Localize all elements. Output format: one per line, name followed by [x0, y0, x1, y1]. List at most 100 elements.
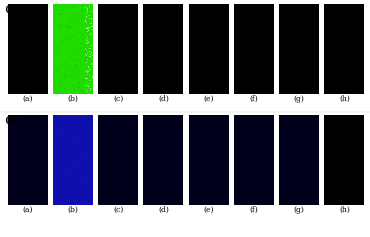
Point: [82, 200, 88, 204]
Point: [86, 58, 92, 62]
Point: [290, 191, 296, 195]
Point: [82, 88, 88, 91]
Point: [214, 133, 220, 137]
Point: [59, 80, 65, 83]
Point: [56, 76, 62, 80]
Point: [54, 22, 60, 26]
Point: [55, 164, 61, 168]
Point: [77, 164, 83, 168]
Point: [59, 63, 65, 67]
Point: [193, 134, 199, 137]
Point: [193, 158, 199, 162]
Point: [60, 170, 66, 174]
Point: [87, 23, 92, 27]
Point: [80, 191, 86, 195]
Point: [67, 189, 73, 192]
Point: [277, 154, 283, 158]
Point: [25, 196, 31, 200]
Point: [84, 9, 90, 13]
Point: [74, 47, 80, 51]
Point: [30, 162, 36, 165]
Point: [235, 201, 241, 205]
Point: [148, 178, 154, 182]
Point: [59, 192, 65, 196]
Point: [55, 117, 61, 121]
Point: [172, 140, 178, 143]
Point: [52, 60, 58, 64]
Point: [82, 150, 88, 154]
Point: [62, 129, 68, 133]
Point: [63, 62, 68, 65]
Point: [67, 135, 73, 139]
Point: [70, 14, 75, 17]
Point: [218, 197, 224, 201]
Point: [218, 187, 224, 191]
Point: [269, 184, 275, 187]
Point: [77, 91, 83, 95]
Point: [51, 19, 57, 23]
Point: [57, 17, 63, 21]
Point: [127, 116, 132, 120]
Point: [303, 197, 309, 201]
Point: [65, 45, 71, 49]
Point: [64, 142, 70, 146]
Point: [81, 134, 87, 138]
Point: [54, 146, 60, 150]
Point: [76, 12, 82, 15]
Point: [52, 164, 58, 168]
Point: [87, 85, 92, 88]
Point: [42, 169, 48, 173]
Point: [58, 47, 64, 50]
Point: [35, 187, 41, 190]
Point: [220, 189, 226, 193]
Point: [258, 198, 264, 202]
Point: [81, 26, 87, 30]
Point: [124, 126, 130, 130]
Point: [194, 121, 199, 125]
Point: [88, 73, 94, 77]
Point: [63, 90, 69, 93]
Point: [122, 115, 128, 119]
Point: [86, 78, 92, 82]
Point: [201, 128, 206, 132]
Point: [249, 186, 255, 190]
Point: [201, 196, 207, 199]
Point: [71, 12, 77, 16]
Point: [163, 188, 169, 192]
Point: [81, 137, 87, 141]
Point: [88, 27, 94, 31]
Point: [203, 149, 209, 153]
Point: [57, 161, 63, 164]
Point: [65, 161, 71, 165]
Point: [31, 186, 37, 190]
Point: [67, 128, 73, 132]
Point: [80, 73, 85, 76]
Point: [84, 61, 90, 65]
Point: [33, 201, 39, 205]
Point: [75, 36, 81, 40]
Point: [87, 46, 93, 50]
Point: [125, 172, 131, 176]
Point: [291, 160, 297, 164]
Point: [55, 153, 61, 156]
Point: [265, 142, 271, 146]
Point: [69, 133, 75, 137]
Point: [52, 7, 58, 11]
Point: [85, 54, 91, 57]
Point: [51, 194, 57, 198]
Point: [13, 187, 18, 190]
Point: [53, 80, 59, 84]
Point: [55, 70, 61, 74]
Point: [188, 161, 194, 164]
Point: [53, 21, 59, 25]
Point: [213, 159, 219, 162]
Point: [233, 155, 239, 159]
Point: [78, 118, 84, 121]
Point: [308, 123, 314, 127]
Point: [100, 182, 106, 186]
Point: [179, 133, 185, 137]
Point: [58, 141, 64, 145]
Point: [61, 145, 67, 149]
Point: [61, 178, 67, 182]
Point: [52, 24, 58, 28]
